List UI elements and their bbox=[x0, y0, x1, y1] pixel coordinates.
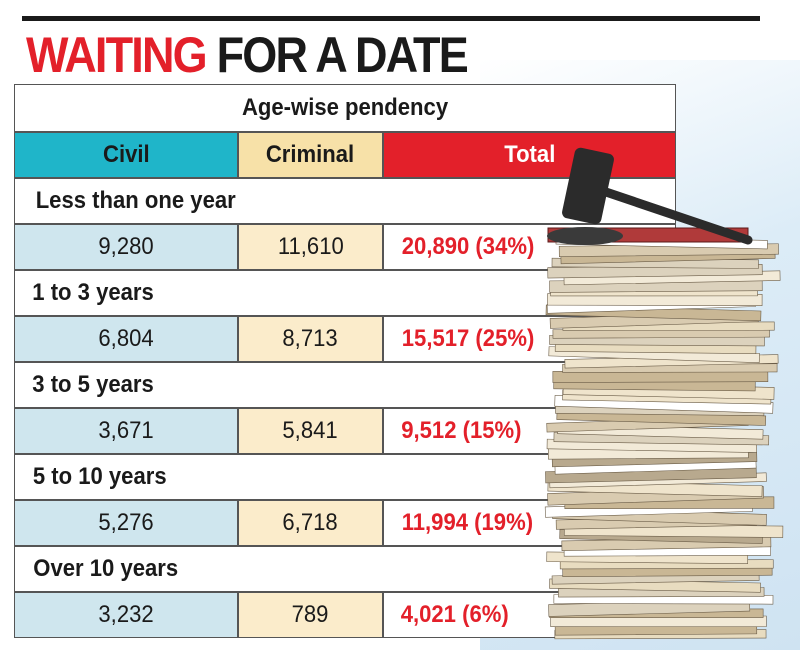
value-cell: 8,713 bbox=[238, 316, 383, 362]
value-cell-text: 11,610 bbox=[277, 233, 344, 260]
column-header: Civil bbox=[14, 132, 238, 178]
value-cell: 3,232 bbox=[14, 592, 238, 638]
gavel-handle bbox=[595, 185, 753, 245]
group-label-text: Less than one year bbox=[35, 187, 236, 214]
caption-text: Age-wise pendency bbox=[241, 94, 449, 121]
total-cell-text: 11,994 (19%) bbox=[401, 509, 534, 536]
value-cell-text: 789 bbox=[292, 601, 329, 628]
value-cell: 11,610 bbox=[238, 224, 383, 270]
total-cell-text: 4,021 (6%) bbox=[400, 601, 509, 628]
column-header-text: Civil bbox=[102, 141, 150, 168]
gavel-block bbox=[547, 227, 623, 245]
group-label-text: 5 to 10 years bbox=[32, 463, 167, 490]
value-cell: 6,718 bbox=[238, 500, 383, 546]
column-header-text: Criminal bbox=[266, 141, 355, 168]
caption: Age-wise pendency bbox=[14, 84, 676, 132]
group-label-text: 3 to 5 years bbox=[32, 371, 154, 398]
column-header: Total bbox=[383, 132, 676, 178]
total-cell-text: 20,890 (34%) bbox=[401, 233, 535, 260]
title-highlight: WAITING bbox=[26, 27, 208, 83]
title: WAITING FOR A DATE bbox=[26, 26, 469, 84]
value-cell: 5,276 bbox=[14, 500, 238, 546]
value-cell-text: 9,280 bbox=[98, 233, 154, 260]
total-cell-text: 9,512 (15%) bbox=[401, 417, 522, 444]
value-cell: 5,841 bbox=[238, 408, 383, 454]
value-cell-text: 3,671 bbox=[98, 417, 154, 444]
value-cell-text: 8,713 bbox=[282, 325, 339, 352]
group-label-text: Over 10 years bbox=[33, 555, 179, 582]
group-label-text: 1 to 3 years bbox=[32, 279, 154, 306]
value-cell: 3,671 bbox=[14, 408, 238, 454]
value-cell-text: 5,841 bbox=[282, 417, 339, 444]
top-rule bbox=[22, 16, 760, 21]
value-cell-text: 3,232 bbox=[98, 601, 154, 628]
value-cell: 6,804 bbox=[14, 316, 238, 362]
value-cell: 9,280 bbox=[14, 224, 238, 270]
column-header: Criminal bbox=[238, 132, 383, 178]
title-rest: FOR A DATE bbox=[216, 27, 469, 83]
value-cell-text: 6,718 bbox=[282, 509, 339, 536]
value-cell-text: 5,276 bbox=[98, 509, 154, 536]
gavel-head bbox=[562, 147, 614, 225]
column-header-text: Total bbox=[503, 141, 556, 168]
total-cell-text: 15,517 (25%) bbox=[401, 325, 535, 352]
value-cell: 789 bbox=[238, 592, 383, 638]
value-cell-text: 6,804 bbox=[98, 325, 154, 352]
